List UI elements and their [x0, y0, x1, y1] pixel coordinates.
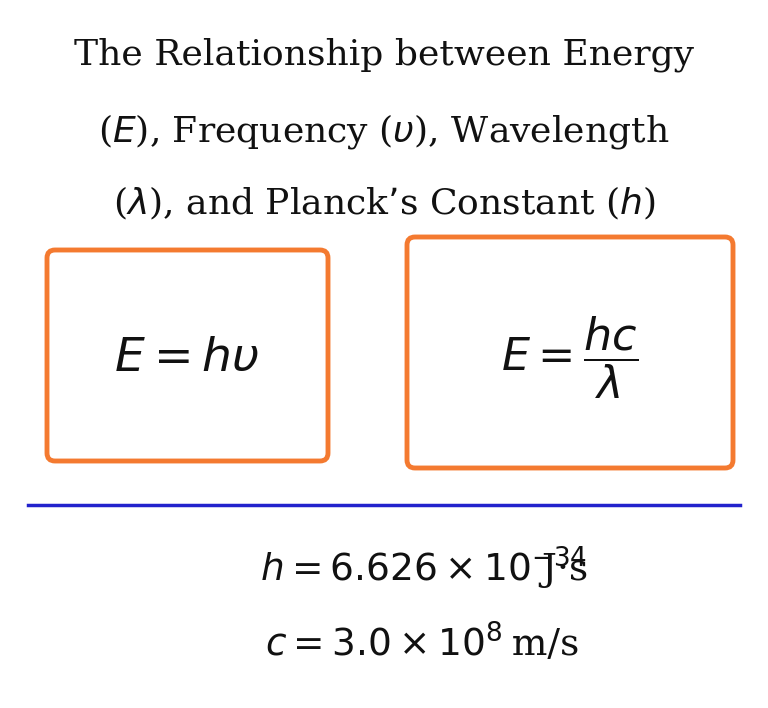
- Text: $h = 6.626 \times 10^{-34}$: $h = 6.626 \times 10^{-34}$: [260, 550, 588, 590]
- Text: $E = \dfrac{hc}{\lambda}$: $E = \dfrac{hc}{\lambda}$: [502, 314, 639, 401]
- Text: ($E$), Frequency ($\upsilon$), Wavelength: ($E$), Frequency ($\upsilon$), Wavelengt…: [98, 112, 670, 151]
- Text: m/s: m/s: [500, 627, 579, 663]
- Text: The Relationship between Energy: The Relationship between Energy: [74, 38, 694, 72]
- FancyBboxPatch shape: [47, 250, 328, 461]
- Text: ($\lambda$), and Planck’s Constant ($h$): ($\lambda$), and Planck’s Constant ($h$): [112, 185, 656, 222]
- FancyBboxPatch shape: [407, 237, 733, 468]
- Text: $E{=}h\upsilon$: $E{=}h\upsilon$: [114, 336, 260, 381]
- Text: $c = 3.0 \times 10^{8}$: $c = 3.0 \times 10^{8}$: [265, 625, 502, 665]
- Text: J·s: J·s: [530, 552, 588, 588]
